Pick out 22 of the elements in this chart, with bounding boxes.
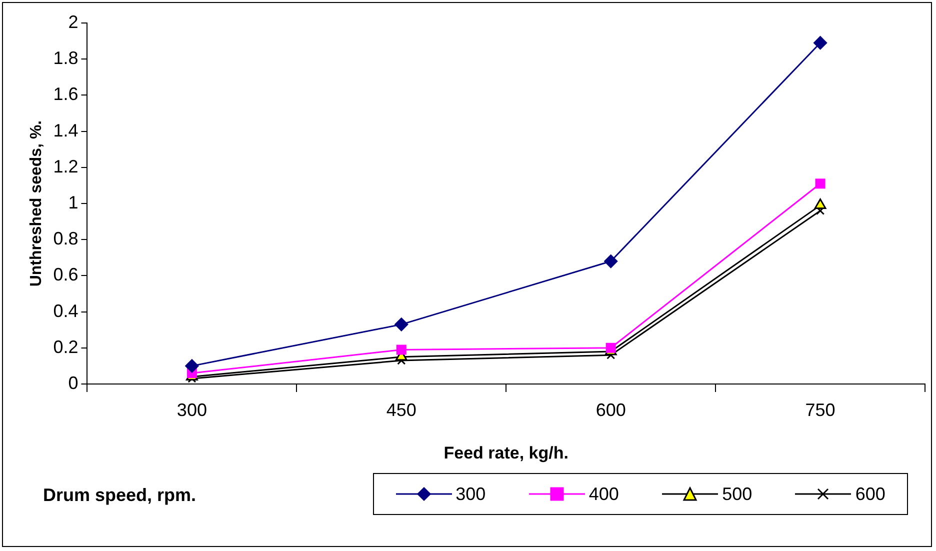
x-tick-label: 300 [176, 400, 207, 420]
x-axis-title: Feed rate, kg/h. [444, 443, 568, 462]
legend-title: Drum speed, rpm. [43, 485, 196, 506]
x-tick-label: 750 [805, 400, 836, 420]
y-tick-label: 1.8 [53, 48, 78, 68]
y-tick-label: 1.6 [53, 84, 78, 104]
legend-label: 300 [456, 484, 486, 504]
y-tick-label: 1.4 [53, 120, 78, 140]
legend-label: 400 [588, 484, 619, 504]
y-tick-label: 2 [68, 12, 78, 32]
y-tick-label: 0.8 [53, 228, 78, 249]
y-tick-label: 0.6 [53, 264, 78, 285]
y-tick-label: 0 [68, 372, 78, 393]
x-tick-label: 600 [596, 400, 626, 420]
y-tick-label: 0.2 [53, 336, 78, 357]
legend-label: 600 [855, 484, 886, 504]
y-tick-label: 1 [68, 192, 78, 212]
legend-label: 500 [722, 484, 752, 504]
y-tick-label: 1.2 [53, 156, 78, 176]
y-axis-title: Unthreshed seeds, %. [28, 120, 46, 287]
x-tick-label: 450 [386, 400, 416, 420]
y-tick-label: 0.4 [53, 300, 78, 321]
